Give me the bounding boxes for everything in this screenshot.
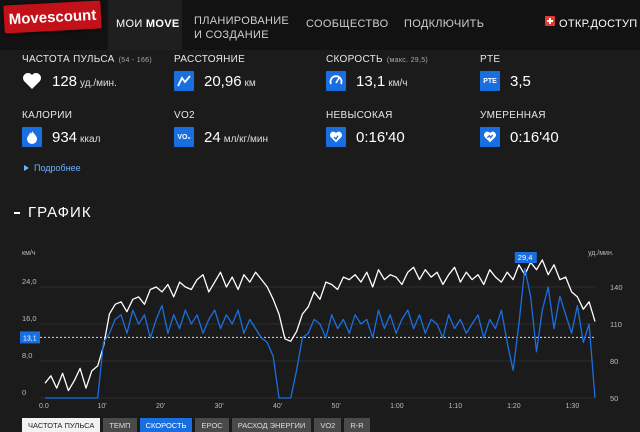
stat-label-moderate-intensity: УМЕРЕННАЯ	[480, 110, 546, 121]
activity-chart[interactable]: км/ч уд./мин. 0 8,0 16,0 24,0 50 80 110 140 0.0 10'…	[0, 235, 640, 415]
x-tick-label: 0.0	[39, 403, 49, 410]
nav-planning-line1: ПЛАНИРОВАНИЕ	[194, 15, 290, 27]
tab-epoc[interactable]: EPOC	[195, 418, 229, 432]
x-tick-label: 1:20	[507, 403, 521, 410]
graph-title: ГРАФИК	[14, 204, 92, 221]
right-tick-label: 80	[610, 357, 618, 366]
stat-value-speed: 13,1 км/ч	[356, 73, 407, 90]
stat-number: 934	[52, 129, 78, 146]
stat-unit: уд./мин.	[80, 78, 117, 89]
stat-unit: км	[244, 78, 256, 89]
top-navigation-bar: Movescount МОИ MOVE ПЛАНИРОВАНИЕ И СОЗДА…	[0, 0, 640, 50]
stat-sub-text: (54 - 166)	[118, 57, 153, 64]
stat-unit: мл/кг/мин	[223, 134, 268, 145]
nav-community[interactable]: СООБЩЕСТВО	[306, 18, 389, 30]
distance-icon	[174, 71, 194, 91]
stat-number: 128	[52, 73, 78, 90]
right-tick-label: 50	[610, 394, 618, 403]
stat-unit: ккал	[80, 134, 101, 145]
left-axis-label: км/ч	[22, 250, 36, 257]
x-tick-label: 50'	[332, 403, 341, 410]
triangle-right-icon	[24, 165, 29, 171]
vo2-icon: VO₂	[174, 127, 194, 147]
graph-tabs: ЧАСТОТА ПУЛЬСА ТЕМП СКОРОСТЬ EPOC РАСХОД…	[22, 418, 370, 432]
stat-label-calories: КАЛОРИИ	[22, 110, 73, 121]
x-tick-label: 10'	[98, 403, 107, 410]
stat-label-text: ЧАСТОТА ПУЛЬСА	[22, 54, 115, 65]
right-tick-label: 140	[610, 283, 623, 292]
stat-number: 13,1	[356, 73, 386, 90]
left-tick-label: 0	[22, 388, 26, 397]
stat-value-low-intensity: 0:16'40	[356, 129, 405, 146]
average-speed-label: 13,1	[23, 335, 37, 342]
graph-title-text: ГРАФИК	[28, 204, 92, 221]
plus-icon[interactable]	[545, 16, 555, 26]
stat-sub-text: (макс. 29,5)	[386, 57, 429, 64]
stat-value-distance: 20,96 км	[204, 73, 256, 90]
stat-label-vo2: VO2	[174, 110, 195, 121]
stat-label-heart-rate: ЧАСТОТА ПУЛЬСА (54 - 166)	[22, 54, 152, 65]
heart-rate-line	[44, 259, 596, 392]
tab-rr[interactable]: R-R	[344, 418, 370, 432]
left-tick-label: 24,0	[22, 277, 37, 286]
stat-value-pte: 3,5	[510, 73, 531, 90]
stat-value-vo2: 24 мл/кг/мин	[204, 129, 268, 146]
average-speed-badge	[20, 331, 40, 344]
nav-share[interactable]: ОТКР.ДОСТУП	[559, 18, 638, 30]
x-tick-label: 1:30	[566, 403, 580, 410]
nav-my-move[interactable]: МОИ MOVE	[116, 17, 179, 31]
stat-number: 20,96	[204, 73, 242, 90]
stat-value-calories: 934 ккал	[52, 129, 100, 146]
stat-value-moderate-intensity: 0:16'40	[510, 129, 559, 146]
x-tick-label: 30'	[215, 403, 224, 410]
stat-label-low-intensity: НЕВЫСОКАЯ	[326, 110, 393, 121]
collapse-dash-icon[interactable]	[14, 212, 20, 215]
max-speed-label: 29,4	[518, 253, 533, 262]
stat-label-speed: СКОРОСТЬ (макс. 29,5)	[326, 54, 428, 65]
speed-icon	[326, 71, 346, 91]
x-tick-label: 1:10	[449, 403, 463, 410]
tab-speed[interactable]: СКОРОСТЬ	[139, 418, 193, 432]
max-speed-badge	[514, 252, 537, 263]
heart-moderate-icon	[480, 127, 500, 147]
movescount-logo[interactable]: Movescount	[3, 0, 102, 34]
stat-label-pte: PTE	[480, 54, 501, 65]
nav-planning-line2: И СОЗДАНИЕ	[194, 29, 269, 41]
flame-icon	[22, 127, 42, 147]
more-details-label: Подробнее	[34, 163, 81, 173]
tab-energy[interactable]: РАСХОД ЭНЕРГИИ	[231, 418, 312, 432]
stat-number: 24	[204, 129, 221, 146]
nav-my-move-bold: MOVE	[145, 18, 180, 30]
nav-active-indicator	[108, 0, 182, 50]
stat-unit: км/ч	[388, 78, 408, 89]
heart-low-icon	[326, 127, 346, 147]
heart-icon	[22, 71, 42, 91]
tab-heart-rate[interactable]: ЧАСТОТА ПУЛЬСА	[22, 418, 101, 432]
tab-vo2[interactable]: VO2	[314, 418, 342, 432]
right-tick-label: 110	[610, 320, 622, 329]
tab-pace[interactable]: ТЕМП	[103, 418, 137, 432]
nav-planning[interactable]: ПЛАНИРОВАНИЕ И СОЗДАНИЕ	[194, 14, 289, 42]
speed-line	[45, 267, 596, 399]
x-tick-label: 20'	[156, 403, 165, 410]
left-tick-label: 16,0	[22, 314, 37, 323]
x-tick-label: 1:00	[390, 403, 404, 410]
nav-connect[interactable]: ПОДКЛЮЧИТЬ	[404, 18, 485, 30]
stat-label-distance: РАССТОЯНИЕ	[174, 54, 246, 65]
stat-value-heart-rate: 128 уд./мин.	[52, 73, 117, 90]
right-axis-label: уд./мин.	[588, 250, 614, 257]
pte-icon: PTE	[480, 71, 500, 91]
left-tick-label: 8,0	[22, 351, 32, 360]
x-tick-label: 40'	[273, 403, 282, 410]
more-details-link[interactable]: Подробнее	[24, 163, 81, 173]
nav-my-move-prefix: МОИ	[116, 18, 143, 30]
stat-label-text: СКОРОСТЬ	[326, 54, 383, 65]
